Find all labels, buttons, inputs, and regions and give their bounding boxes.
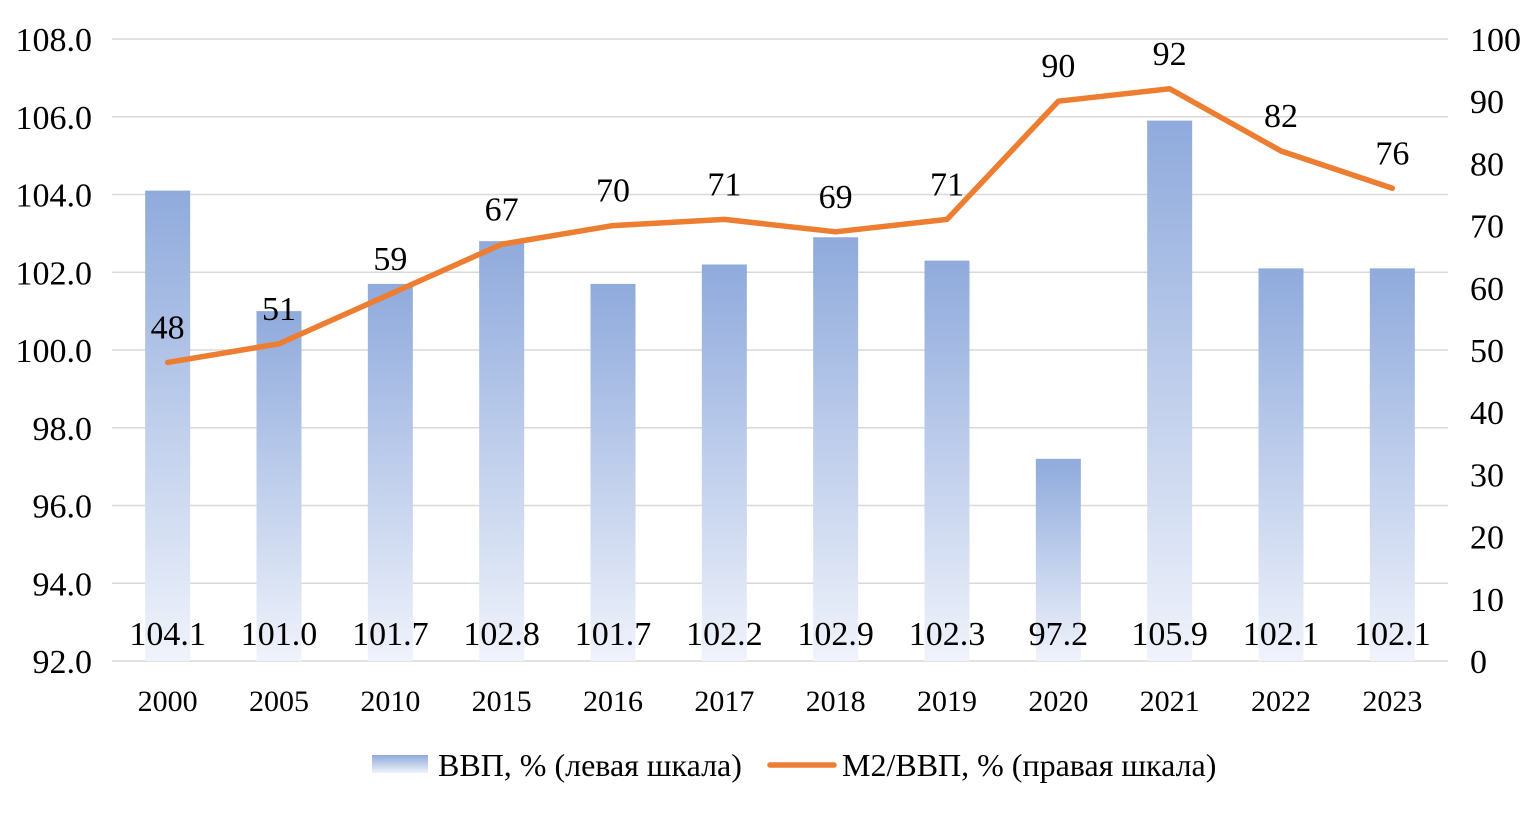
bar — [701, 264, 747, 661]
right-axis-tick-label: 90 — [1470, 84, 1504, 121]
line-point — [165, 359, 171, 365]
x-axis-tick-label: 2020 — [1028, 685, 1088, 718]
line-data-label: 90 — [1041, 48, 1075, 85]
x-axis-tick-label: 2016 — [583, 685, 643, 718]
bar — [145, 190, 191, 662]
bar-data-label: 102.9 — [797, 616, 874, 653]
bar-data-label: 97.2 — [1029, 616, 1089, 653]
right-axis-tick-label: 30 — [1470, 457, 1504, 494]
bar-series — [145, 120, 1415, 662]
line-point — [1389, 185, 1395, 191]
legend: ВВП, % (левая шкала) M2/ВВП, % (правая шк… — [372, 747, 1216, 783]
bar-data-label: 102.8 — [463, 616, 540, 653]
x-axis-tick-label: 2000 — [138, 685, 198, 718]
bar-data-label: 101.7 — [352, 616, 429, 653]
line-data-label: 76 — [1375, 135, 1409, 172]
left-axis-tick-label: 94.0 — [33, 566, 93, 603]
right-axis-tick-label: 70 — [1470, 209, 1504, 246]
bar — [590, 283, 636, 661]
left-axis-tick-label: 100.0 — [16, 333, 93, 370]
line-point — [1055, 98, 1061, 104]
bar-data-label: 102.1 — [1243, 616, 1320, 653]
line-data-label: 51 — [262, 291, 296, 328]
axes: 108.0 106.0 104.0 102.0 100.0 98.0 96.0 94.0 92.… — [16, 22, 1522, 718]
left-axis-tick-label: 102.0 — [16, 255, 93, 292]
bar-data-label: 104.1 — [129, 616, 206, 653]
bar — [924, 260, 970, 661]
bar-data-label: 102.3 — [909, 616, 986, 653]
bar — [367, 283, 413, 661]
bar-data-label: 105.9 — [1131, 616, 1208, 653]
bar-data-label: 102.2 — [686, 616, 763, 653]
line-point — [833, 229, 839, 235]
line-point — [276, 341, 282, 347]
x-axis-tick-label: 2023 — [1362, 685, 1422, 718]
legend-line-label: M2/ВВП, % (правая шкала) — [842, 747, 1216, 783]
right-axis-tick-label: 50 — [1470, 333, 1504, 370]
x-axis-tick-label: 2021 — [1140, 685, 1200, 718]
bar — [256, 311, 302, 661]
x-axis-tick-label: 2018 — [806, 685, 866, 718]
line-point — [944, 216, 950, 222]
line-path — [164, 86, 1396, 366]
right-axis-tick-label: 20 — [1470, 520, 1504, 557]
line-point — [1278, 148, 1284, 154]
left-axis-tick-label: 98.0 — [33, 411, 93, 448]
bar — [479, 241, 525, 661]
x-axis-tick-label: 2010 — [360, 685, 420, 718]
bar — [1147, 120, 1193, 661]
line-data-label: 48 — [151, 309, 185, 346]
line-point — [1167, 86, 1173, 92]
line-data-label: 71 — [930, 166, 964, 203]
right-axis-tick-label: 10 — [1470, 582, 1504, 619]
bar — [813, 237, 859, 661]
line-data-label: 67 — [485, 191, 519, 228]
bar-data-label: 102.1 — [1354, 616, 1431, 653]
line-point — [610, 223, 616, 229]
x-axis-tick-label: 2015 — [472, 685, 532, 718]
left-axis-tick-label: 92.0 — [33, 644, 93, 681]
right-axis-tick-label: 0 — [1470, 644, 1487, 681]
line-series — [164, 86, 1396, 366]
x-axis-tick-label: 2017 — [694, 685, 754, 718]
left-axis-tick-label: 104.0 — [16, 178, 93, 215]
line-point — [499, 241, 505, 247]
right-axis-tick-label: 60 — [1470, 271, 1504, 308]
line-point — [387, 291, 393, 297]
x-axis-tick-label: 2022 — [1251, 685, 1311, 718]
bar-data-label: 101.0 — [241, 616, 318, 653]
line-data-label: 92 — [1153, 36, 1187, 73]
line-data-label: 70 — [596, 173, 630, 210]
line-data-label: 71 — [707, 166, 741, 203]
bar-data-label: 101.7 — [575, 616, 652, 653]
data-labels: 104.1 101.0 101.7 102.8 101.7 102.2 102.9 102.3… — [129, 36, 1430, 653]
right-axis-tick-label: 100 — [1470, 22, 1521, 59]
legend-bar-swatch — [372, 755, 428, 773]
right-axis-tick-label: 40 — [1470, 395, 1504, 432]
bar — [1035, 458, 1081, 661]
left-axis-tick-label: 106.0 — [16, 100, 93, 137]
line-point — [721, 216, 727, 222]
bar — [1258, 268, 1304, 661]
right-axis-tick-label: 80 — [1470, 146, 1504, 183]
gridlines — [112, 38, 1448, 662]
left-axis-tick-label: 108.0 — [16, 22, 93, 59]
x-axis-tick-label: 2019 — [917, 685, 977, 718]
line-data-label: 59 — [373, 241, 407, 278]
legend-bar-label: ВВП, % (левая шкала) — [438, 747, 742, 783]
x-axis-tick-label: 2005 — [249, 685, 309, 718]
line-data-label: 82 — [1264, 98, 1298, 135]
line-data-label: 69 — [819, 179, 853, 216]
bar — [1369, 268, 1415, 661]
left-axis-tick-label: 96.0 — [33, 489, 93, 526]
